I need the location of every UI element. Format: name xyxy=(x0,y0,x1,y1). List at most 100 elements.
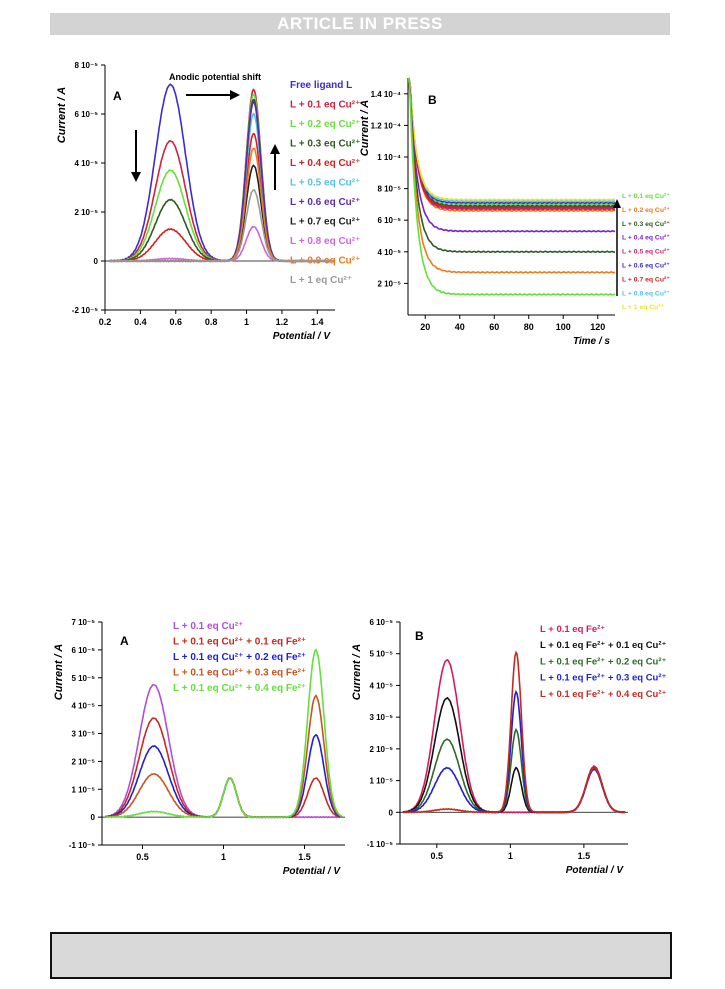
arrow-shift-head xyxy=(230,90,240,100)
series-line-2-2 xyxy=(104,733,343,819)
y-tick-label-1: 2 10⁻⁵ xyxy=(377,279,401,288)
legend-entry-3-1: L + 0.1 eq Fe²⁺ + 0.1 eq Cu²⁺ xyxy=(540,640,667,651)
x-axis-label-2: Potential / V xyxy=(283,866,342,877)
y-tick-label-1: 1.2 10⁻⁴ xyxy=(371,121,401,130)
legend-entry-1-4: L + 0.5 eq Cu²⁺ xyxy=(622,249,670,256)
series-line-1-2 xyxy=(408,77,616,208)
y-tick-label-3: 1 10⁻⁵ xyxy=(369,777,393,786)
x-axis-label-3: Potential / V xyxy=(566,865,625,876)
y-tick-label-0: 0 xyxy=(94,257,99,266)
y-tick-label-1: 4 10⁻⁵ xyxy=(377,248,401,257)
x-tick-label-3: 1.5 xyxy=(578,851,591,861)
legend-entry-0-8: L + 0.8 eq Cu²⁺ xyxy=(290,236,360,247)
x-tick-label-0: 0.2 xyxy=(99,317,112,327)
legend-entry-2-1: L + 0.1 eq Cu²⁺ + 0.1 eq Fe²⁺ xyxy=(173,637,306,648)
legend-entry-1-0: L + 0.1 eq Cu²⁺ xyxy=(622,193,670,200)
panel-label-1: B xyxy=(428,93,437,107)
legend-entry-2-3: L + 0.1 eq Cu²⁺ + 0.3 eq Fe²⁺ xyxy=(173,668,306,679)
series-line-1-4 xyxy=(408,77,616,211)
x-axis-label-1: Time / s xyxy=(573,336,610,347)
x-tick-label-0: 0.8 xyxy=(205,317,218,327)
series-line-1-5 xyxy=(408,77,616,205)
x-tick-label-0: 0.6 xyxy=(170,317,183,327)
series-line-1-9 xyxy=(408,77,616,233)
y-tick-label-3: 2 10⁻⁵ xyxy=(369,745,393,754)
y-axis-label-3: Current / A xyxy=(351,644,363,700)
legend-entry-0-2: L + 0.2 eq Cu²⁺ xyxy=(290,119,360,130)
x-tick-label-1: 40 xyxy=(455,322,465,332)
y-tick-label-2: 4 10⁻⁵ xyxy=(71,702,95,711)
y-tick-label-3: -1 10⁻⁵ xyxy=(367,840,393,849)
series-line-1-7 xyxy=(408,77,616,203)
y-tick-label-2: 0 xyxy=(91,813,96,822)
legend-entry-0-10: L + 1 eq Cu²⁺ xyxy=(290,275,352,286)
legend-entry-3-4: L + 0.1 eq Fe²⁺ + 0.4 eq Cu²⁺ xyxy=(540,689,667,700)
series-line-1-6 xyxy=(408,77,616,209)
legend-entry-2-2: L + 0.1 eq Cu²⁺ + 0.2 eq Fe²⁺ xyxy=(173,652,306,663)
legend-entry-3-0: L + 0.1 eq Fe²⁺ xyxy=(540,624,605,635)
legend-entry-0-4: L + 0.4 eq Cu²⁺ xyxy=(290,158,360,169)
annotation-text: Anodic potential shift xyxy=(169,72,261,82)
legend-entry-1-5: L + 0.6 eq Cu²⁺ xyxy=(622,263,670,270)
series-line-1-0 xyxy=(408,77,616,206)
y-tick-label-0: 4 10⁻⁵ xyxy=(74,159,98,168)
y-tick-label-0: 2 10⁻⁵ xyxy=(74,208,98,217)
legend-entry-2-0: L + 0.1 eq Cu²⁺ xyxy=(173,621,243,632)
series-line-2-4 xyxy=(104,648,342,819)
y-axis-label-2: Current / A xyxy=(53,644,65,700)
legend-entry-1-8: L + 1 eq Cu²⁺ xyxy=(622,304,665,311)
legend-entry-1-7: L + 0.8 eq Cu²⁺ xyxy=(622,290,670,297)
series-line-1-10 xyxy=(408,77,615,254)
y-tick-label-3: 5 10⁻⁵ xyxy=(369,650,393,659)
legend-entry-0-5: L + 0.5 eq Cu²⁺ xyxy=(290,178,360,189)
y-tick-label-2: 5 10⁻⁵ xyxy=(71,674,95,683)
panel-label-3: B xyxy=(415,629,424,643)
x-tick-label-1: 100 xyxy=(556,322,571,332)
x-tick-label-0: 1.2 xyxy=(276,317,289,327)
x-tick-label-0: 1 xyxy=(244,317,249,327)
series-line-1-12 xyxy=(408,77,616,296)
y-tick-label-1: 8 10⁻⁵ xyxy=(377,185,401,194)
x-tick-label-1: 20 xyxy=(420,322,430,332)
series-line-1-8 xyxy=(408,77,616,201)
y-tick-label-2: 6 10⁻⁵ xyxy=(71,646,95,655)
x-tick-label-2: 1 xyxy=(221,852,226,862)
y-tick-label-3: 3 10⁻⁵ xyxy=(369,713,393,722)
x-tick-label-2: 0.5 xyxy=(136,852,149,862)
series-line-0-10 xyxy=(108,189,332,263)
legend-entry-3-3: L + 0.1 eq Fe²⁺ + 0.3 eq Cu²⁺ xyxy=(540,673,667,684)
legend-entry-0-3: L + 0.3 eq Cu²⁺ xyxy=(290,139,360,150)
legend-entry-1-1: L + 0.2 eq Cu²⁺ xyxy=(622,207,670,214)
x-tick-label-2: 1.5 xyxy=(298,852,311,862)
y-tick-label-3: 6 10⁻⁵ xyxy=(369,618,393,627)
legend-entry-1-3: L + 0.4 eq Cu²⁺ xyxy=(622,235,670,242)
arrow-down-head xyxy=(131,172,141,182)
legend-entry-0-0: Free ligand L xyxy=(290,80,352,91)
x-tick-label-0: 0.4 xyxy=(134,317,147,327)
y-tick-label-3: 0 xyxy=(389,808,394,817)
y-axis-label-1: Current / A xyxy=(359,100,371,156)
y-tick-label-0: 8 10⁻⁵ xyxy=(74,61,98,70)
legend-entry-3-2: L + 0.1 eq Fe²⁺ + 0.2 eq Cu²⁺ xyxy=(540,656,667,667)
x-tick-label-0: 1.4 xyxy=(311,317,324,327)
legend-entry-0-7: L + 0.7 eq Cu²⁺ xyxy=(290,217,360,228)
y-tick-label-2: 3 10⁻⁵ xyxy=(71,730,95,739)
footer-box xyxy=(50,932,672,979)
legend-entry-1-2: L + 0.3 eq Cu²⁺ xyxy=(622,221,670,228)
y-tick-label-2: 2 10⁻⁵ xyxy=(71,757,95,766)
x-tick-label-3: 1 xyxy=(508,851,513,861)
series-line-3-4 xyxy=(402,650,626,814)
series-line-1-1 xyxy=(408,77,616,213)
legend-entry-0-1: L + 0.1 eq Cu²⁺ xyxy=(290,100,360,111)
y-tick-label-3: 4 10⁻⁵ xyxy=(369,681,393,690)
y-tick-label-1: 6 10⁻⁵ xyxy=(377,216,401,225)
panel-label-2: A xyxy=(120,634,129,648)
legend-entry-1-6: L + 0.7 eq Cu²⁺ xyxy=(622,276,670,283)
panel-label-0: A xyxy=(113,89,122,103)
x-tick-label-1: 60 xyxy=(489,322,499,332)
arrow-ca-head xyxy=(613,199,621,208)
article-in-press-banner: ARTICLE IN PRESS xyxy=(50,13,670,35)
y-tick-label-2: -1 10⁻⁵ xyxy=(69,841,95,850)
y-tick-label-1: 1.4 10⁻⁴ xyxy=(371,90,401,99)
